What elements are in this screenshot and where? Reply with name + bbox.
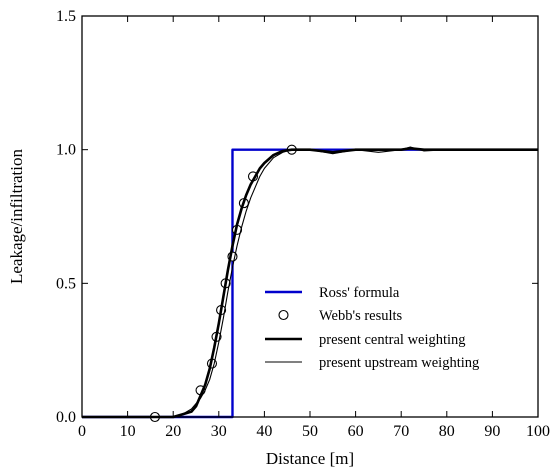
- x-tick-label: 10: [120, 423, 136, 440]
- x-tick-label: 60: [348, 423, 364, 440]
- present-central-weighting-line: [82, 147, 538, 419]
- legend-label-present-central-weighting: present central weighting: [319, 332, 466, 348]
- legend-label-ross-formula: Ross' formula: [319, 285, 400, 301]
- x-tick-label: 70: [393, 423, 409, 440]
- legend: Ross' formula Webb's results present centr…: [265, 285, 479, 371]
- x-tick-label: 50: [302, 423, 318, 440]
- x-tick-label: 40: [256, 423, 272, 440]
- x-axis-label: Distance [m]: [266, 449, 354, 468]
- y-tick-label: 0.5: [56, 275, 76, 292]
- y-tick-label: 1.0: [56, 142, 76, 159]
- legend-label-present-upstream-weighting: present upstream weighting: [319, 355, 479, 371]
- legend-swatch-webb-s-results: [278, 309, 289, 321]
- x-tick-label: 0: [78, 423, 86, 440]
- y-tick-label: 1.5: [56, 8, 76, 25]
- plot-layer: [82, 144, 538, 423]
- x-tick-label: 100: [526, 423, 550, 440]
- ticks-layer: 0 10 20 30 40 50 60 70 80 90 100 0.0 0.5 1.0 1.5: [56, 8, 550, 440]
- ross-formula-line: [82, 148, 538, 419]
- y-tick-label: 0.0: [56, 409, 76, 426]
- x-tick-label: 90: [484, 423, 500, 440]
- x-tick-label: 80: [439, 423, 455, 440]
- present-upstream-weighting-line: [82, 146, 538, 418]
- x-tick-label: 20: [165, 423, 181, 440]
- legend-label-webb-s-results: Webb's results: [319, 308, 403, 324]
- x-tick-label: 30: [211, 423, 227, 440]
- y-axis-label: Leakage/infiltration: [7, 149, 26, 284]
